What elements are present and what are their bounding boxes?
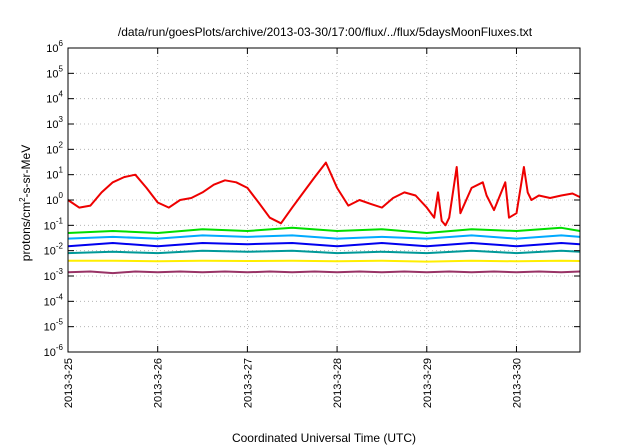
- y-tick-label: 10-6: [44, 343, 64, 359]
- series-line-7: [67, 270, 581, 275]
- x-tick-labels: 2013-3-25 2013-3-26 2013-3-27 2013-3-28 2013…: [63, 358, 523, 408]
- x-axis-label: Coordinated Universal Time (UTC): [232, 431, 416, 445]
- y-axis-label-exponent: 2: [18, 197, 27, 202]
- y-tick-label: 106: [46, 39, 63, 55]
- y-tick-label: 10-4: [44, 292, 64, 308]
- y-tick-label: 101: [46, 166, 63, 182]
- series-line-4: [67, 242, 581, 248]
- x-tick-label: 2013-3-28: [332, 358, 344, 408]
- y-axis-label-prefix: protons/cm: [19, 202, 33, 261]
- y-tick-label: 10-1: [44, 216, 64, 232]
- y-tick-label: 103: [46, 115, 63, 131]
- series-group: [67, 161, 581, 275]
- y-axis-label: protons/cm2-s-sr-MeV: [18, 145, 33, 261]
- x-tick-label: 2013-3-25: [63, 358, 75, 408]
- series-line-2: [67, 226, 581, 234]
- series-line-5: [67, 249, 581, 255]
- series-line-6: [68, 259, 581, 263]
- y-tick-label: 100: [46, 191, 63, 207]
- y-tick-label: 104: [46, 90, 63, 106]
- x-tick-label: 2013-3-30: [511, 358, 523, 408]
- series-line-3: [67, 234, 581, 240]
- y-tick-label: 102: [46, 140, 63, 156]
- series-line-1: [67, 161, 581, 227]
- y-tick-label: 10-2: [44, 242, 64, 258]
- y-tick-labels: 10-6 10-5 10-4 10-3 10-2 10-1 100 101 102 103 104 1…: [44, 39, 64, 359]
- y-tick-label: 105: [46, 64, 63, 80]
- x-tick-label: 2013-3-26: [153, 358, 165, 408]
- y-tick-label: 10-3: [44, 267, 64, 283]
- ticks: [67, 47, 580, 353]
- x-tick-label: 2013-3-29: [422, 358, 434, 408]
- x-tick-label: 2013-3-27: [242, 358, 254, 408]
- y-axis-label-suffix: -s-sr-MeV: [19, 145, 33, 198]
- chart-title: /data/run/goesPlots/archive/2013-03-30/1…: [118, 25, 533, 39]
- grid-lines: [68, 48, 580, 352]
- y-tick-label: 10-5: [44, 318, 64, 334]
